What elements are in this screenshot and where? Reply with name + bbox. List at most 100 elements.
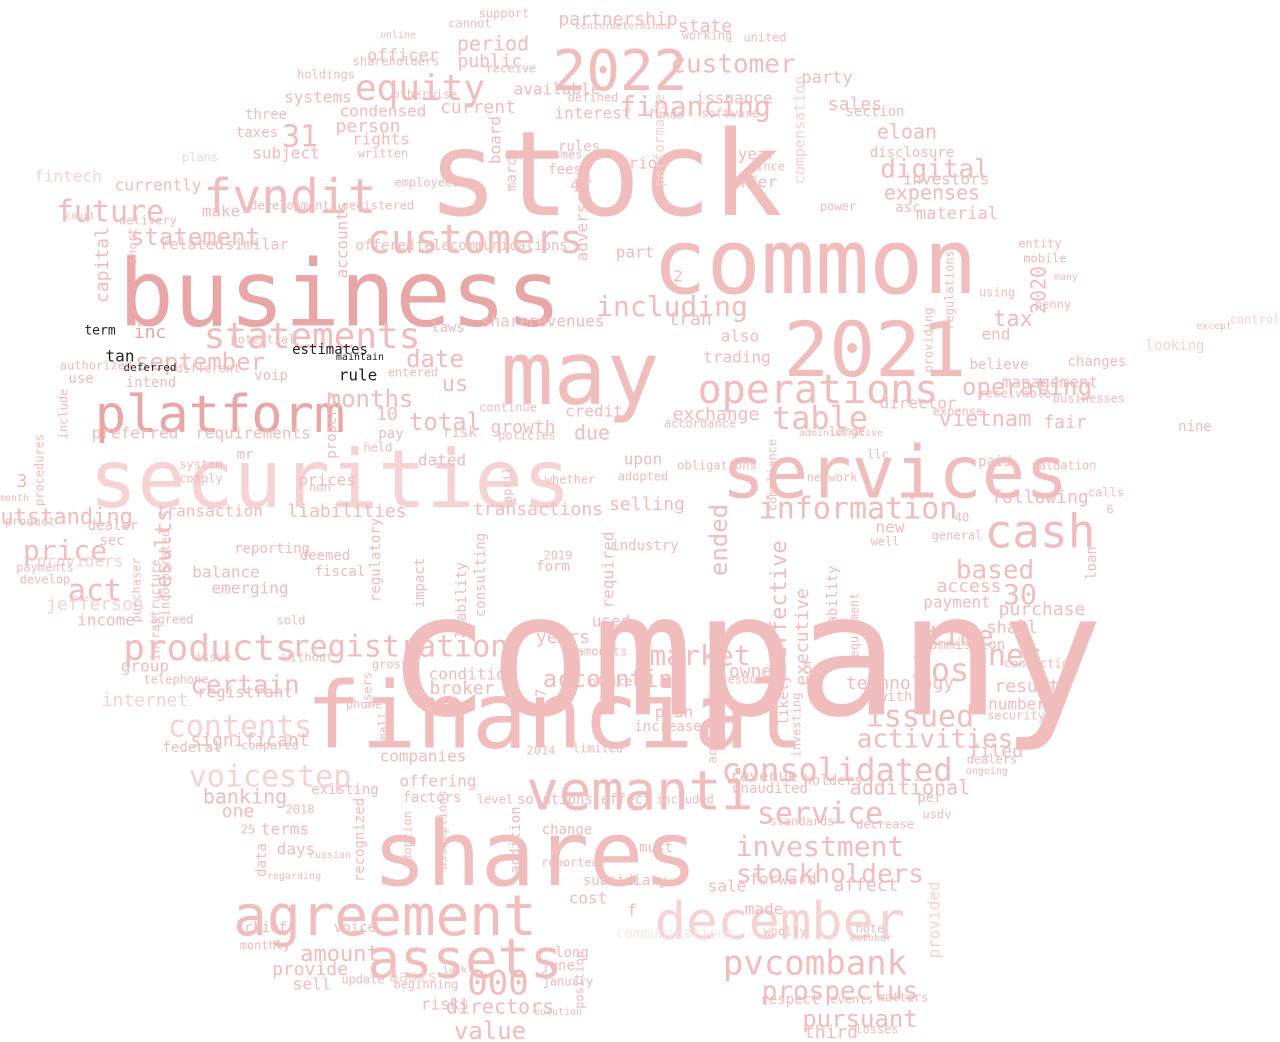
word-cloud-term-voice: voice: [334, 920, 376, 936]
word-cloud-term-ongoing: ongoing: [966, 766, 1008, 777]
word-cloud-term-addition: addition: [508, 806, 524, 873]
word-cloud-term-gross: gross: [372, 658, 408, 672]
word-cloud-term-without: without: [283, 651, 334, 665]
word-cloud-term-security: security: [987, 709, 1045, 723]
word-cloud-term-connection: connection: [1004, 657, 1076, 671]
word-cloud-term-entity: entity: [1018, 237, 1061, 251]
word-cloud-term-consulting: consulting: [473, 533, 489, 617]
word-cloud-term-act: act: [68, 574, 122, 609]
word-cloud-term-effective: effective: [767, 540, 792, 659]
word-cloud-term-funds: funds: [648, 108, 684, 122]
word-cloud-term-available: available: [514, 80, 601, 99]
word-cloud-term-solutions: solutions: [517, 792, 593, 808]
word-cloud-term-cost: cost: [569, 889, 608, 908]
word-cloud-term-ended: ended: [705, 504, 733, 576]
word-cloud-term-made: made: [745, 900, 784, 919]
word-cloud-term-dealers: dealers: [967, 753, 1018, 767]
word-cloud-term-control: control: [1230, 313, 1280, 327]
word-cloud-term-except: except: [1196, 321, 1232, 332]
word-cloud-term-software: software: [701, 107, 759, 121]
word-cloud-term-rules: rules: [558, 139, 600, 155]
word-cloud-term-users: users: [361, 672, 375, 708]
word-cloud-term-system: system: [179, 458, 222, 472]
word-cloud-term-liability: liability: [454, 562, 470, 638]
word-cloud-term-systems: systems: [284, 88, 351, 107]
word-cloud-term-regarding: regarding: [267, 871, 321, 882]
word-cloud-term-october: october: [850, 933, 892, 944]
word-cloud-term-fiscal: fiscal: [315, 564, 366, 580]
word-cloud-term-performance: performance: [652, 94, 668, 187]
word-cloud-term-decrease: decrease: [856, 818, 914, 832]
word-cloud-term-used: used: [592, 612, 631, 631]
word-cloud-term-group: group: [121, 657, 169, 676]
word-cloud-term-intend: intend: [126, 375, 177, 391]
word-cloud-term-expense: expense: [933, 405, 984, 419]
word-cloud-term-development: development: [250, 199, 329, 213]
word-cloud-term-different: different: [175, 362, 240, 376]
word-cloud-term-pvcombank: pvcombank: [723, 944, 907, 984]
word-cloud-term-registered: registered: [342, 199, 414, 213]
word-cloud-term-months: months: [327, 385, 414, 413]
word-cloud-term-incorporated: incorporated: [159, 530, 173, 617]
word-cloud-term-center: center: [575, 21, 611, 32]
word-cloud-term-third: third: [804, 1022, 858, 1042]
word-cloud-term-compliance: compliance: [766, 439, 780, 511]
word-cloud-term-technology: technology: [846, 673, 955, 694]
word-cloud-term-prospectus: prospectus: [762, 977, 919, 1007]
word-cloud-term-40: 40: [955, 511, 969, 525]
word-cloud-term-wholly: wholly: [763, 925, 806, 939]
word-cloud-term-2019: 2019: [544, 549, 573, 563]
word-cloud-term-valuation: valuation: [1031, 459, 1096, 473]
word-cloud-term-mr: mr: [237, 447, 254, 463]
word-cloud-term-operations: operations: [698, 367, 939, 413]
word-cloud-term-within: within: [879, 689, 930, 705]
word-cloud-term-subsidiary: subsidiary: [583, 873, 667, 889]
word-cloud-term-accounting: accounting: [543, 665, 688, 693]
word-cloud-term-many: many: [1054, 272, 1078, 283]
word-cloud-term-emerging: emerging: [211, 579, 288, 598]
word-cloud-term-voicestep: voicestep: [189, 760, 352, 795]
word-cloud-term-forward: forward: [749, 870, 816, 889]
word-cloud-term-vemanti: vemanti: [526, 760, 754, 823]
word-cloud-term-sold: sold: [277, 614, 306, 628]
word-cloud-term-significant: significant: [190, 730, 309, 751]
word-cloud-term-owned: owned: [729, 661, 783, 682]
word-cloud-term-requirements: requirements: [195, 424, 311, 443]
word-cloud-term-eloan: eloan: [877, 120, 937, 144]
word-cloud-term-section: section: [845, 104, 904, 120]
word-cloud-term-part: part: [616, 243, 655, 262]
word-cloud-term-respect: respect: [760, 992, 819, 1008]
word-cloud-term-statement: statement: [130, 223, 260, 251]
word-cloud-term-loan: loan: [1084, 546, 1100, 580]
word-cloud-term-cash: cash: [985, 505, 1096, 559]
word-cloud-term-offering: offering: [399, 772, 476, 791]
word-cloud-term-accounts: accounts: [333, 201, 352, 278]
word-cloud-term-phone: phone: [346, 698, 382, 712]
word-cloud-term-deferred: deferred: [124, 361, 177, 374]
word-cloud-term-providers: providers: [37, 552, 124, 571]
word-cloud-term-losses: losses: [855, 1023, 898, 1037]
word-cloud-term-industry: industry: [611, 538, 678, 554]
word-cloud-term-equipment: equipment: [848, 592, 862, 657]
word-cloud-term-make: make: [202, 202, 241, 221]
word-cloud-term-investing: investing: [790, 692, 804, 757]
word-cloud-term-held: held: [364, 441, 393, 455]
word-cloud-term-securities: securities: [89, 433, 571, 526]
word-cloud-term-factors: factors: [402, 790, 461, 806]
word-cloud-term-transactions: transactions: [473, 499, 603, 520]
word-cloud-term-likely: likely: [776, 675, 792, 726]
word-cloud-term-estimates: estimates: [292, 342, 368, 358]
word-cloud-term-regulations: regulations: [943, 250, 957, 329]
word-cloud-term-registrant: registrant: [197, 683, 293, 702]
word-cloud-term-customer: customer: [670, 50, 795, 80]
word-cloud-term-commission: commission: [921, 637, 1005, 653]
word-cloud-term-partnership: partnership: [558, 9, 677, 30]
word-cloud-term-days: days: [277, 840, 316, 859]
word-cloud-term-use: use: [68, 371, 93, 387]
word-cloud-term-existing: existing: [311, 782, 378, 798]
word-cloud-term-online: online: [380, 30, 416, 41]
word-cloud-term-provide: provide: [272, 959, 348, 980]
word-cloud-term-shareholders: shareholders: [353, 55, 440, 69]
word-cloud-term-internet: internet: [102, 690, 189, 711]
